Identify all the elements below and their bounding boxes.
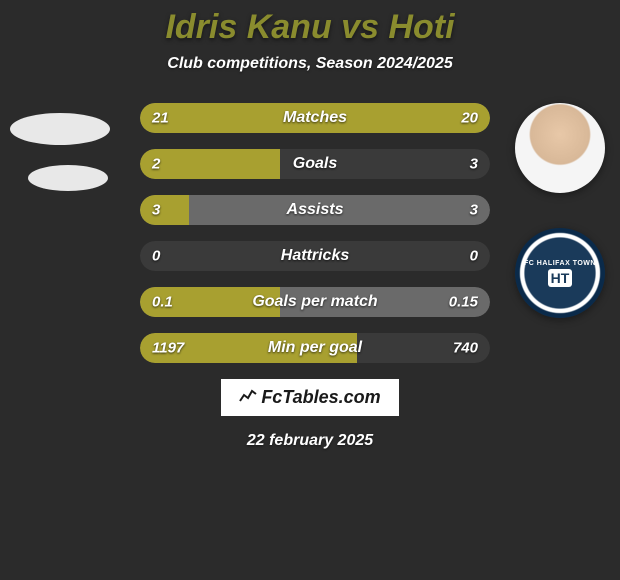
- placeholder-ellipse: [28, 165, 108, 191]
- brand-badge: FcTables.com: [221, 379, 398, 416]
- stat-value-left: 0.1: [152, 294, 173, 311]
- placeholder-ellipse: [10, 113, 110, 145]
- stat-value-left: 3: [152, 202, 160, 219]
- page-subtitle: Club competitions, Season 2024/2025: [0, 55, 620, 73]
- stat-row: 0.1 Goals per match 0.15: [140, 287, 490, 317]
- stat-row: 0 Hattricks 0: [140, 241, 490, 271]
- chart-icon: [239, 387, 257, 408]
- stat-value-right: 740: [453, 340, 478, 357]
- stat-label: Hattricks: [281, 247, 349, 265]
- bar-fill-left: [140, 149, 280, 179]
- right-club-crest: FC HALIFAX TOWN HT: [515, 228, 605, 318]
- stat-label: Goals per match: [252, 293, 377, 311]
- stat-value-right: 0: [470, 248, 478, 265]
- stat-label: Min per goal: [268, 339, 362, 357]
- stat-value-right: 3: [470, 156, 478, 173]
- stat-label: Assists: [287, 201, 344, 219]
- comparison-bars: 21 Matches 20 2 Goals 3 3 Assists 3 0 Hattricks 0 0.…: [140, 103, 490, 363]
- stat-value-left: 1197: [152, 340, 184, 357]
- right-player-avatar: [515, 103, 605, 193]
- stat-row: 21 Matches 20: [140, 103, 490, 133]
- left-avatar-placeholder: [10, 103, 110, 233]
- footer: FcTables.com 22 february 2025: [0, 379, 620, 450]
- crest-text: FC HALIFAX TOWN HT: [524, 260, 596, 287]
- stat-value-right: 3: [470, 202, 478, 219]
- header: Idris Kanu vs Hoti Club competitions, Se…: [0, 0, 620, 73]
- stat-row: 3 Assists 3: [140, 195, 490, 225]
- stat-row: 2 Goals 3: [140, 149, 490, 179]
- bar-fill-left: [140, 195, 189, 225]
- stat-value-right: 20: [461, 110, 478, 127]
- page-title: Idris Kanu vs Hoti: [0, 8, 620, 47]
- stat-label: Matches: [283, 109, 347, 127]
- stat-value-right: 0.15: [449, 294, 478, 311]
- stat-row: 1197 Min per goal 740: [140, 333, 490, 363]
- stat-value-left: 21: [152, 110, 169, 127]
- stat-value-left: 0: [152, 248, 160, 265]
- brand-text: FcTables.com: [261, 387, 380, 407]
- stat-label: Goals: [293, 155, 337, 173]
- footer-date: 22 february 2025: [0, 432, 620, 450]
- comparison-content: FC HALIFAX TOWN HT 21 Matches 20 2 Goals 3 3 As…: [0, 103, 620, 363]
- stat-value-left: 2: [152, 156, 160, 173]
